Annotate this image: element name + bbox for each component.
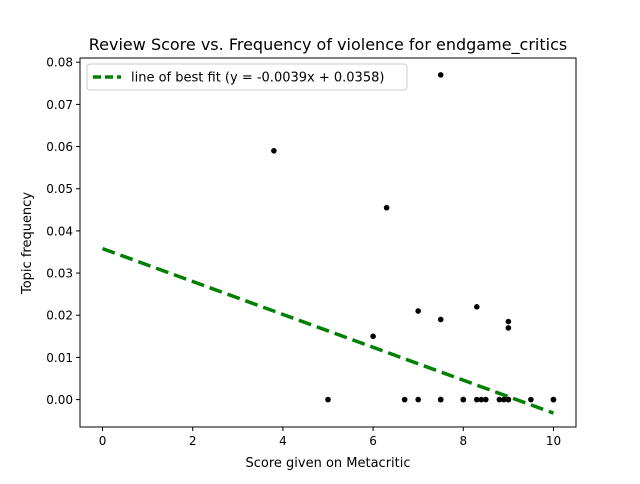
y-tick-label: 0.07 bbox=[46, 98, 73, 112]
axes-frame bbox=[79, 57, 577, 428]
data-point bbox=[505, 396, 512, 403]
data-point bbox=[415, 396, 421, 403]
data-point bbox=[505, 318, 512, 325]
y-tick-label: 0.00 bbox=[46, 393, 73, 407]
x-tick-label: 6 bbox=[369, 434, 377, 448]
data-point bbox=[437, 396, 444, 403]
data-point bbox=[370, 333, 376, 340]
data-point bbox=[271, 147, 277, 154]
data-point bbox=[460, 396, 467, 403]
chart-title: Review Score vs. Frequency of violence f… bbox=[89, 35, 567, 55]
y-tick-label: 0.04 bbox=[46, 224, 73, 238]
y-tick-label: 0.08 bbox=[46, 56, 73, 70]
legend-label: line of best fit (y = -0.0039x + 0.0358) bbox=[131, 71, 384, 86]
data-point bbox=[325, 396, 331, 403]
legend-box bbox=[86, 63, 408, 91]
y-tick-label: 0.05 bbox=[46, 182, 73, 196]
data-point bbox=[415, 308, 421, 314]
data-point bbox=[501, 396, 507, 403]
y-tick-label: 0.03 bbox=[46, 267, 73, 281]
x-tick-label: 2 bbox=[189, 434, 197, 448]
y-tick-label: 0.06 bbox=[46, 140, 73, 154]
data-point bbox=[550, 396, 557, 403]
x-tick-label: 10 bbox=[546, 434, 561, 448]
y-axis-label: Topic frequency bbox=[20, 192, 35, 295]
data-point bbox=[478, 396, 485, 403]
x-tick-label: 0 bbox=[99, 434, 107, 448]
data-point bbox=[474, 396, 480, 403]
data-point bbox=[505, 325, 512, 331]
y-tick-label: 0.02 bbox=[46, 309, 73, 323]
y-tick-label: 0.01 bbox=[46, 351, 73, 365]
data-point bbox=[437, 72, 444, 78]
x-axis-label: Score given on Metacritic bbox=[245, 456, 410, 471]
x-tick-label: 4 bbox=[279, 434, 287, 448]
data-point bbox=[437, 316, 444, 323]
data-point bbox=[401, 396, 408, 403]
data-point bbox=[483, 396, 489, 403]
x-tick-label: 8 bbox=[459, 434, 467, 448]
data-point bbox=[528, 396, 534, 403]
data-point bbox=[496, 396, 503, 403]
data-point bbox=[383, 204, 390, 211]
fit-line bbox=[101, 246, 555, 415]
plot-area: 0 2 4 6 8 10 0.00 0.01 0.02 0.03 0.04 0.05 0.06 0.07 0… bbox=[46, 56, 577, 448]
data-point bbox=[474, 304, 480, 310]
